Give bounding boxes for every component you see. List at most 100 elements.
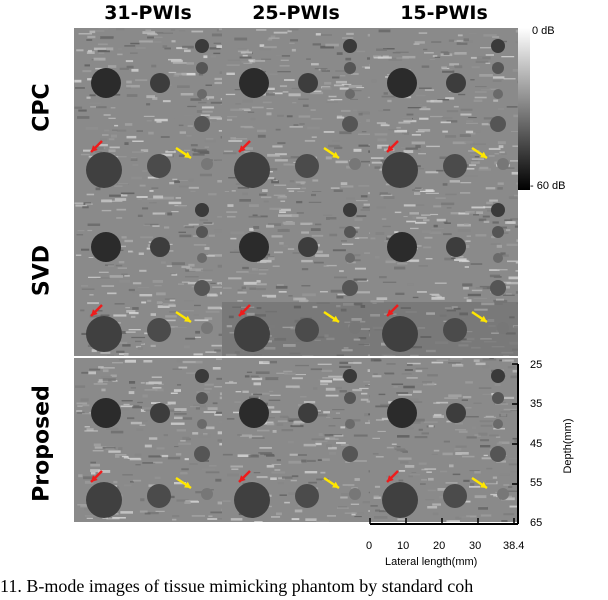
inclusion: [497, 158, 509, 170]
inclusion: [147, 484, 171, 508]
inclusion: [345, 253, 355, 263]
inclusion: [345, 89, 355, 99]
inclusion: [492, 392, 504, 404]
inclusion: [387, 398, 417, 428]
red-arrow: [386, 304, 399, 317]
colorbar-min-label: - 60 dB: [530, 180, 566, 192]
inclusion: [493, 419, 503, 429]
inclusion: [446, 403, 466, 423]
red-arrow: [238, 470, 251, 483]
inclusion: [387, 232, 417, 262]
inclusion: [298, 73, 318, 93]
lateral-axis-title: Lateral length(mm): [385, 556, 478, 568]
yellow-arrow: [175, 476, 192, 490]
bmode-panel: [222, 192, 370, 356]
inclusion: [492, 62, 504, 74]
yellow-arrow: [175, 310, 192, 324]
bmode-panel: [74, 192, 222, 356]
inclusion: [91, 398, 121, 428]
inclusion: [491, 369, 505, 383]
inclusion: [342, 280, 358, 296]
figure-caption: 11. B-mode images of tissue mimicking ph…: [0, 576, 474, 596]
inclusion: [443, 484, 467, 508]
inclusion: [490, 280, 506, 296]
bmode-panel: [74, 28, 222, 192]
inclusion: [343, 203, 357, 217]
inclusion: [147, 154, 171, 178]
depth-axis: [512, 363, 519, 525]
inclusion: [342, 446, 358, 462]
inclusion: [86, 152, 122, 188]
inclusion: [197, 253, 207, 263]
red-arrow: [90, 470, 103, 483]
inclusion: [239, 398, 269, 428]
column-title-15-pwis: 15-PWIs: [400, 2, 488, 24]
red-arrow: [90, 140, 103, 153]
inclusion: [194, 280, 210, 296]
inclusion: [201, 488, 213, 500]
bmode-image: [370, 358, 518, 522]
inclusion: [194, 446, 210, 462]
inclusion: [443, 318, 467, 342]
bmode-panel: [370, 28, 518, 192]
inclusion: [349, 488, 361, 500]
red-arrow: [90, 304, 103, 317]
lateral-tick-10: 10: [397, 540, 410, 552]
inclusion: [91, 68, 121, 98]
inclusion: [295, 484, 319, 508]
inclusion: [342, 116, 358, 132]
red-arrow: [386, 470, 399, 483]
inclusion: [349, 322, 361, 334]
bmode-image: [222, 358, 370, 522]
depth-tick-55: 55: [530, 477, 543, 489]
inclusion: [382, 316, 418, 352]
depth-tick-35: 35: [530, 398, 543, 410]
yellow-arrow: [471, 476, 488, 490]
inclusion: [239, 232, 269, 262]
bmode-image: [222, 192, 370, 356]
inclusion: [196, 226, 208, 238]
inclusion: [239, 68, 269, 98]
inclusion: [344, 392, 356, 404]
inclusion: [86, 316, 122, 352]
red-arrow: [238, 140, 251, 153]
inclusion: [196, 392, 208, 404]
inclusion: [150, 403, 170, 423]
inclusion: [150, 73, 170, 93]
speckle-texture: [370, 192, 518, 356]
bmode-panel: [222, 28, 370, 192]
inclusion: [349, 158, 361, 170]
colorbar-max-label: 0 dB: [532, 25, 555, 37]
depth-axis-title: Depth(mm): [562, 418, 574, 474]
speckle-texture: [75, 358, 222, 521]
red-arrow: [386, 140, 399, 153]
lateral-tick-30: 30: [469, 540, 482, 552]
red-arrow: [238, 304, 251, 317]
inclusion: [443, 154, 467, 178]
inclusion: [195, 203, 209, 217]
lateral-tick-0: 0: [366, 540, 373, 552]
inclusion: [147, 318, 171, 342]
inclusion: [234, 316, 270, 352]
bmode-panel: [74, 358, 222, 522]
depth-tick-45: 45: [530, 438, 543, 450]
row-label-svd: SVD: [29, 244, 55, 297]
inclusion: [295, 318, 319, 342]
inclusion: [197, 419, 207, 429]
inclusion: [493, 89, 503, 99]
inclusion: [298, 403, 318, 423]
inclusion: [150, 237, 170, 257]
inclusion: [194, 116, 210, 132]
inclusion: [382, 152, 418, 188]
inclusion: [195, 369, 209, 383]
inclusion: [492, 226, 504, 238]
bmode-panel: [370, 192, 518, 356]
inclusion: [497, 488, 509, 500]
inclusion: [491, 203, 505, 217]
inclusion: [345, 419, 355, 429]
inclusion: [201, 158, 213, 170]
inclusion: [387, 68, 417, 98]
yellow-arrow: [471, 146, 488, 160]
inclusion: [446, 73, 466, 93]
yellow-arrow: [175, 146, 192, 160]
